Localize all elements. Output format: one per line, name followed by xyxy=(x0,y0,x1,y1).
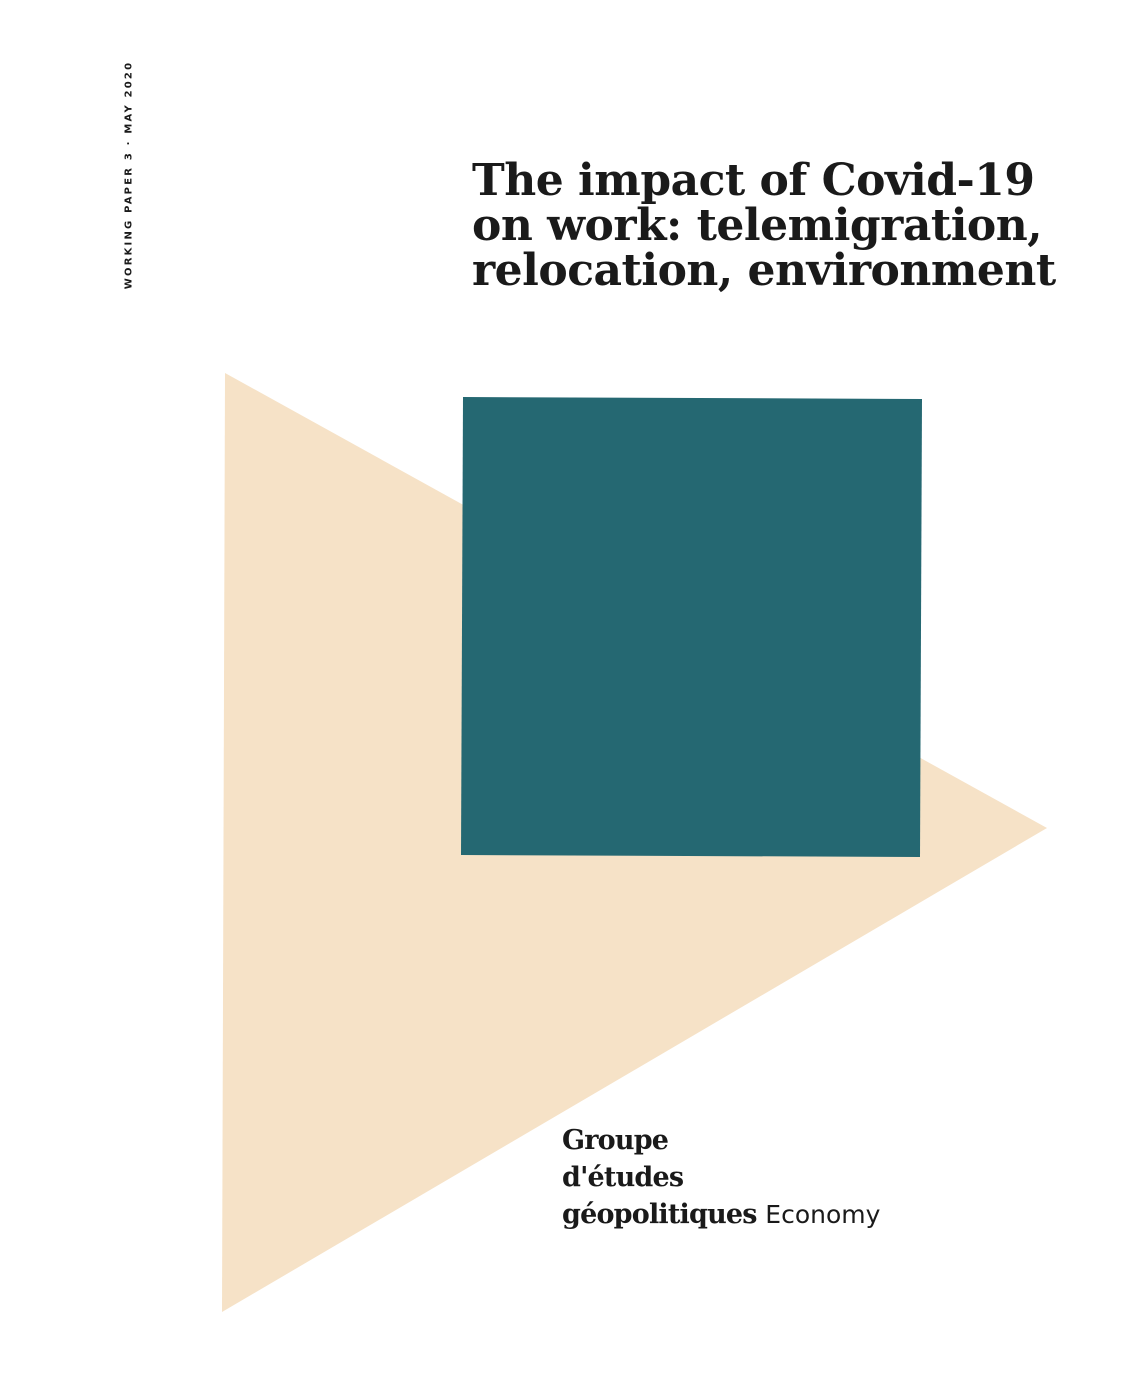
logo-line: Groupe xyxy=(562,1125,669,1156)
logo-line: d'études xyxy=(562,1162,684,1193)
logo-line: géopolitiques xyxy=(562,1199,757,1230)
logo-line-3: géopolitiques Economy xyxy=(562,1196,880,1233)
title-line: on work: telemigration, xyxy=(472,200,1043,251)
publisher-logo: Groupe d'études géopolitiques Economy xyxy=(562,1122,880,1233)
title-line: relocation, environment xyxy=(472,245,1056,296)
page-title: The impact of Covid-19 on work: telemigr… xyxy=(472,158,1056,293)
teal-square xyxy=(461,397,922,857)
title-line: The impact of Covid-19 xyxy=(472,155,1035,206)
working-paper-label: WORKING PAPER 3 · MAY 2020 xyxy=(123,60,135,290)
section-label: Economy xyxy=(765,1200,881,1229)
